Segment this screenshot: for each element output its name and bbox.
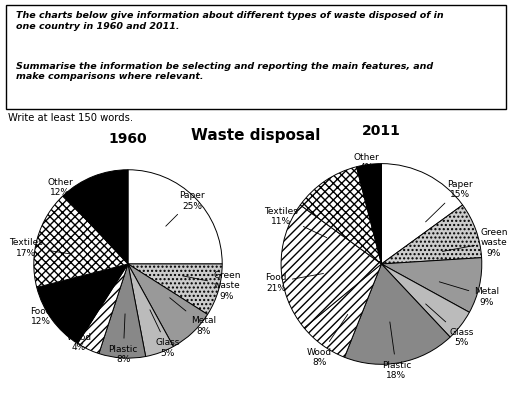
Wedge shape — [37, 264, 128, 344]
Text: Other
4%: Other 4% — [353, 152, 379, 209]
Text: Write at least 150 words.: Write at least 150 words. — [8, 112, 133, 122]
Wedge shape — [34, 196, 128, 288]
Text: Green
waste
9%: Green waste 9% — [183, 270, 241, 300]
Wedge shape — [300, 167, 381, 264]
Wedge shape — [128, 264, 207, 347]
Text: Paper
15%: Paper 15% — [425, 180, 473, 222]
Text: Other
12%: Other 12% — [47, 178, 91, 222]
Text: Summarise the information be selecting and reporting the main features, and
make: Summarise the information be selecting a… — [16, 62, 433, 81]
Text: Metal
8%: Metal 8% — [169, 298, 216, 335]
Text: Textiles
17%: Textiles 17% — [9, 238, 72, 257]
FancyBboxPatch shape — [6, 6, 506, 109]
Wedge shape — [304, 264, 381, 357]
Wedge shape — [77, 264, 128, 354]
Text: Wood
8%: Wood 8% — [307, 315, 348, 366]
Text: Food
12%: Food 12% — [31, 293, 80, 326]
Text: Wood
4%: Wood 4% — [67, 307, 100, 351]
Wedge shape — [345, 264, 450, 364]
Text: Green
waste
9%: Green waste 9% — [442, 228, 507, 257]
Wedge shape — [381, 258, 482, 313]
Text: Food
21%: Food 21% — [265, 273, 324, 292]
Wedge shape — [99, 264, 145, 358]
Text: Glass
5%: Glass 5% — [150, 310, 180, 357]
Text: Glass
5%: Glass 5% — [425, 304, 474, 346]
Text: Waste disposal: Waste disposal — [191, 128, 321, 143]
Wedge shape — [356, 164, 381, 264]
Text: Metal
9%: Metal 9% — [439, 282, 499, 306]
Text: Plastic
8%: Plastic 8% — [109, 314, 138, 363]
Wedge shape — [381, 206, 482, 264]
Wedge shape — [128, 264, 174, 357]
Wedge shape — [63, 170, 128, 264]
Text: Paper
25%: Paper 25% — [166, 191, 205, 227]
Wedge shape — [128, 264, 222, 315]
Text: Plastic
18%: Plastic 18% — [382, 322, 411, 379]
Text: Textiles
11%: Textiles 11% — [264, 206, 327, 238]
Wedge shape — [381, 264, 470, 337]
Wedge shape — [381, 164, 463, 264]
Wedge shape — [128, 170, 222, 264]
Title: 1960: 1960 — [109, 132, 147, 146]
Title: 2011: 2011 — [362, 124, 401, 138]
Wedge shape — [281, 206, 381, 328]
Text: The charts below give information about different types of waste disposed of in
: The charts below give information about … — [16, 11, 444, 31]
